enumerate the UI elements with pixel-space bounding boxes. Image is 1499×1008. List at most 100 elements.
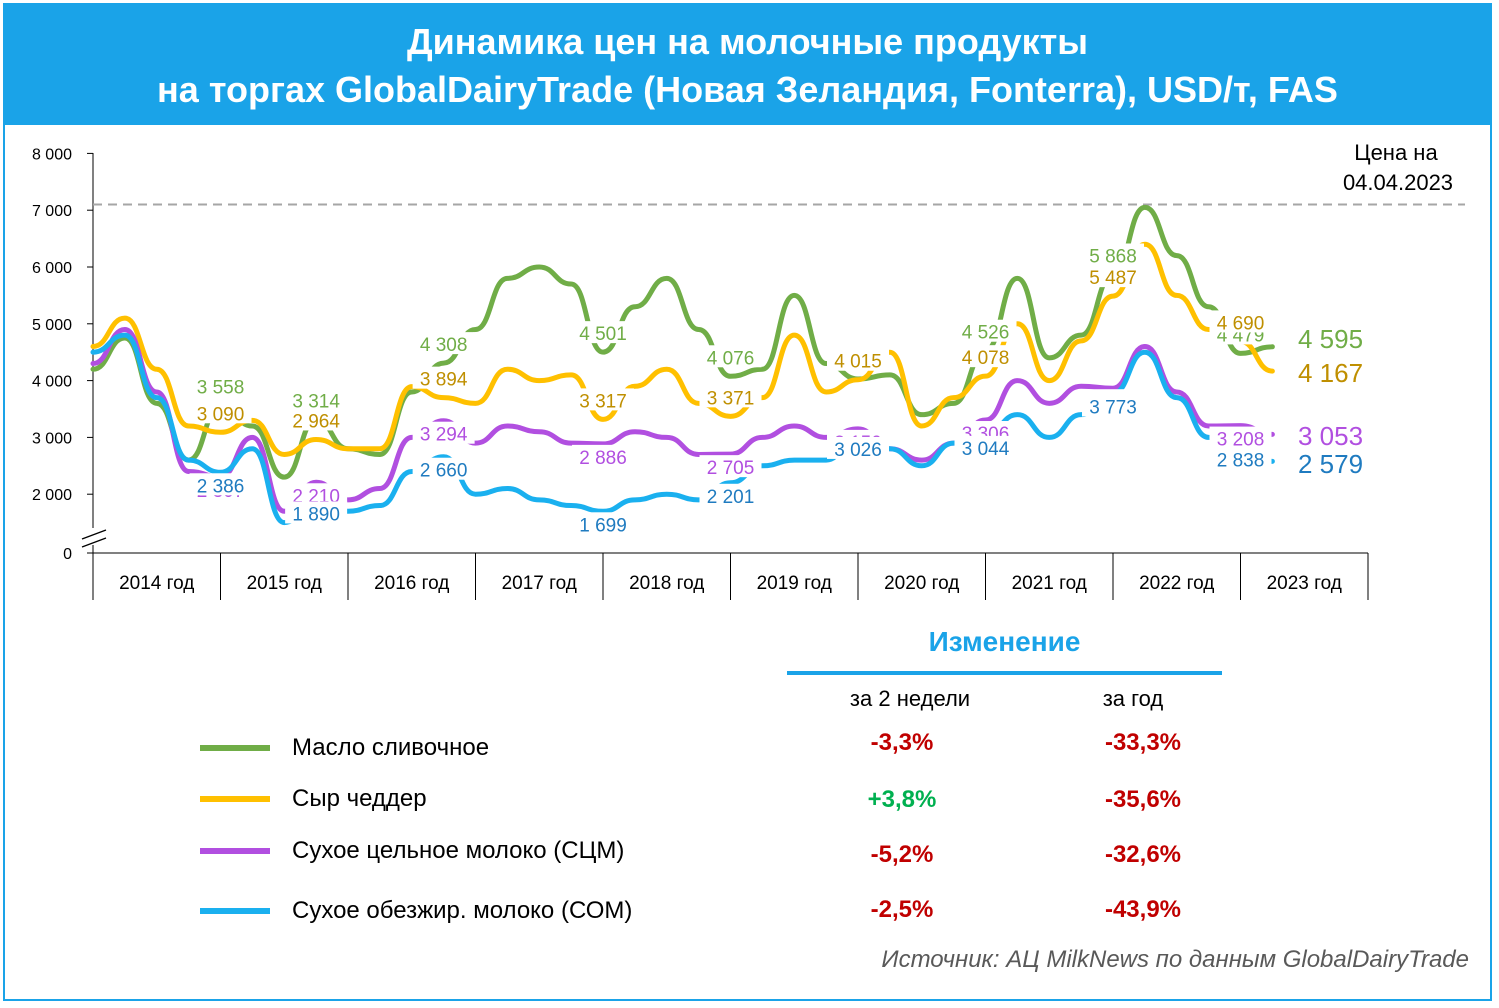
chart-title-line2: на торгах GlobalDairyTrade (Новая Зеланд… — [157, 69, 1338, 110]
data-label-bg — [412, 421, 475, 444]
change-2weeks-butter: -3,3% — [870, 729, 934, 756]
data-label-wmp: 2 705 — [707, 458, 755, 479]
data-label-smp: 3 773 — [1089, 397, 1137, 418]
y-tick-label: 3 000 — [32, 430, 72, 447]
data-label-bg — [189, 401, 252, 424]
x-category-label: 2015 год — [247, 573, 322, 594]
change-header-rule — [787, 671, 1222, 675]
legend-label-cheddar: Сыр чеддер — [292, 785, 427, 812]
data-label-butter: 3 314 — [292, 392, 340, 413]
y-tick-label: 5 000 — [32, 317, 72, 334]
data-label-cheddar: 3 371 — [707, 388, 755, 409]
legend-swatch-smp — [200, 908, 270, 914]
data-label-bg — [285, 408, 348, 431]
change-2weeks-wmp: -5,2% — [870, 841, 934, 868]
data-label-bg — [827, 436, 889, 459]
chart-header: Динамика цен на молочные продукты на тор… — [5, 5, 1490, 125]
y-tick-label: 8 000 — [32, 146, 72, 163]
data-label-bg — [412, 332, 475, 355]
x-category-label: 2023 год — [1267, 573, 1342, 594]
end-label-wmp: 3 053 — [1298, 421, 1363, 451]
data-label-bg — [1082, 243, 1144, 266]
chart-frame — [3, 3, 1492, 1001]
x-category-label: 2021 год — [1012, 573, 1087, 594]
data-label-wmp: 3 294 — [420, 425, 468, 446]
data-label-bg — [572, 444, 634, 467]
data-label-bg — [285, 388, 348, 411]
data-label-smp: 3 026 — [834, 440, 882, 461]
data-label-bg — [572, 321, 634, 344]
x-category-label: 2019 год — [757, 573, 832, 594]
data-label-bg — [699, 483, 762, 506]
data-label-bg — [1082, 265, 1144, 288]
x-category-label: 2017 год — [502, 573, 577, 594]
y-tick-label: 0 — [63, 546, 72, 563]
end-label-butter: 4 595 — [1298, 324, 1363, 354]
series-line-butter — [90, 204, 1275, 480]
change-2weeks-cheddar: +3,8% — [867, 786, 937, 813]
data-label-butter: 4 308 — [420, 335, 468, 356]
data-label-cheddar: 5 487 — [1089, 268, 1137, 289]
data-label-bg — [954, 435, 1017, 458]
data-label-bg — [1209, 447, 1272, 470]
data-label-smp: 1 699 — [579, 515, 627, 536]
series-line-cheddar — [90, 241, 1275, 457]
series-line-smp — [90, 332, 1275, 526]
data-label-smp: 3 044 — [962, 439, 1010, 460]
data-label-bg — [954, 345, 1017, 368]
y-tick-label: 4 000 — [32, 374, 72, 391]
axis-break-mark — [81, 529, 107, 540]
column-header-2weeks: за 2 недели — [849, 686, 971, 711]
change-2weeks-smp: -2,5% — [870, 896, 934, 923]
x-category-label: 2018 год — [629, 573, 704, 594]
data-label-butter: 3 558 — [197, 378, 245, 399]
legend-label-smp: Сухое обезжир. молоко (СОМ) — [292, 897, 633, 924]
price-chart: 0 2 000 3 000 4 000 5 000 6 000 7 000 8 000 2014… — [32, 140, 1465, 600]
end-label-cheddar: 4 167 — [1298, 358, 1363, 388]
data-label-bg — [412, 366, 475, 389]
data-label-bg — [1209, 310, 1272, 333]
data-label-bg — [189, 473, 252, 496]
data-label-bg — [285, 483, 348, 506]
data-label-smp: 2 201 — [707, 487, 755, 508]
legend-swatch-cheddar — [200, 796, 270, 802]
data-label-bg — [412, 457, 475, 480]
change-year-cheddar: -35,6% — [1104, 786, 1182, 813]
data-label-bg — [285, 501, 348, 524]
source-note: Источник: АЦ MilkNews по данным GlobalDa… — [881, 946, 1469, 973]
x-category-label: 2014 год — [119, 573, 194, 594]
data-label-butter: 4 501 — [579, 324, 627, 345]
change-header: Изменение — [928, 626, 1081, 657]
column-header-year: за год — [1102, 686, 1164, 711]
price-date-note-line1: Цена на — [1354, 140, 1438, 165]
data-label-bg — [699, 455, 762, 478]
data-label-butter: 4 076 — [707, 348, 755, 369]
data-label-wmp: 2 886 — [579, 448, 627, 469]
end-label-smp: 2 579 — [1298, 449, 1363, 479]
data-label-butter: 5 868 — [1089, 246, 1137, 267]
x-category-label: 2020 год — [884, 573, 959, 594]
chart-title-line1: Динамика цен на молочные продукты — [406, 21, 1089, 62]
data-label-bg — [1209, 426, 1272, 449]
data-label-cheddar: 2 964 — [292, 411, 340, 432]
change-year-wmp: -32,6% — [1104, 841, 1182, 868]
legend-label-wmp: Сухое цельное молоко (СЦМ) — [292, 837, 625, 864]
legend-swatch-butter — [200, 745, 270, 751]
data-label-smp: 2 838 — [1217, 451, 1265, 472]
data-label-bg — [699, 385, 762, 408]
data-label-cheddar: 3 894 — [420, 370, 468, 391]
x-category-label: 2022 год — [1139, 573, 1214, 594]
price-date-note-line2: 04.04.2023 — [1343, 170, 1453, 195]
data-label-cheddar: 4 078 — [962, 348, 1010, 369]
data-label-cheddar: 4 690 — [1217, 313, 1265, 334]
y-tick-label: 2 000 — [32, 487, 72, 504]
data-label-bg — [189, 374, 252, 397]
data-label-smp: 1 890 — [292, 504, 340, 525]
data-label-butter: 4 526 — [962, 323, 1010, 344]
axis-break-mark — [81, 537, 107, 548]
data-label-bg — [699, 345, 762, 368]
legend-swatch-wmp — [200, 848, 270, 854]
data-label-wmp: 3 208 — [1217, 430, 1265, 451]
data-label-cheddar: 4 015 — [834, 352, 882, 373]
data-label-smp: 2 386 — [197, 476, 245, 497]
